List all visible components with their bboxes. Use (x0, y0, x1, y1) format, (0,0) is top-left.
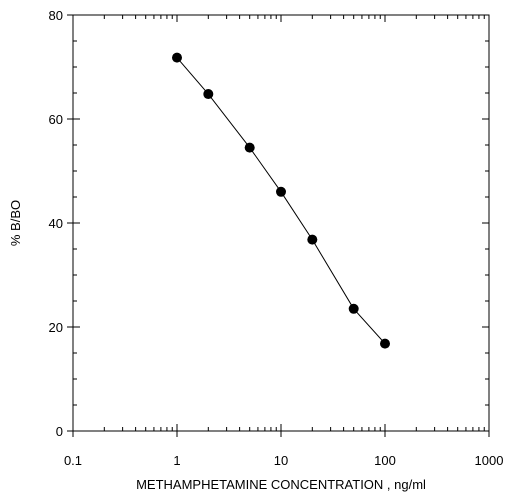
x-tick-label: 1 (173, 453, 180, 468)
x-tick-label: 0.1 (64, 453, 82, 468)
x-tick-label: 10 (274, 453, 288, 468)
data-point (348, 303, 359, 314)
series-line (176, 57, 386, 344)
x-axis-title: METHAMPHETAMINE CONCENTRATION , ng/ml (136, 477, 426, 492)
minor-ticks (73, 15, 489, 431)
data-point (307, 234, 318, 245)
y-axis-ticks: 0 20 40 60 80 (49, 8, 489, 439)
plot-frame (72, 14, 490, 432)
y-tick-label: 60 (49, 112, 63, 127)
data-points (172, 52, 390, 349)
data-point (203, 89, 214, 100)
y-tick-label: 40 (49, 216, 63, 231)
y-axis-title: % B/BO (8, 200, 23, 246)
data-point (172, 52, 182, 63)
y-tick-label: 80 (49, 8, 63, 23)
y-tick-label: 0 (56, 424, 63, 439)
x-axis-ticks: 0.1 1 10 100 1000 (64, 15, 504, 468)
data-point (244, 142, 255, 153)
x-tick-label: 1000 (475, 453, 504, 468)
data-point (276, 186, 286, 197)
data-point (380, 338, 390, 349)
x-tick-label: 100 (374, 453, 396, 468)
y-tick-label: 20 (49, 320, 63, 335)
